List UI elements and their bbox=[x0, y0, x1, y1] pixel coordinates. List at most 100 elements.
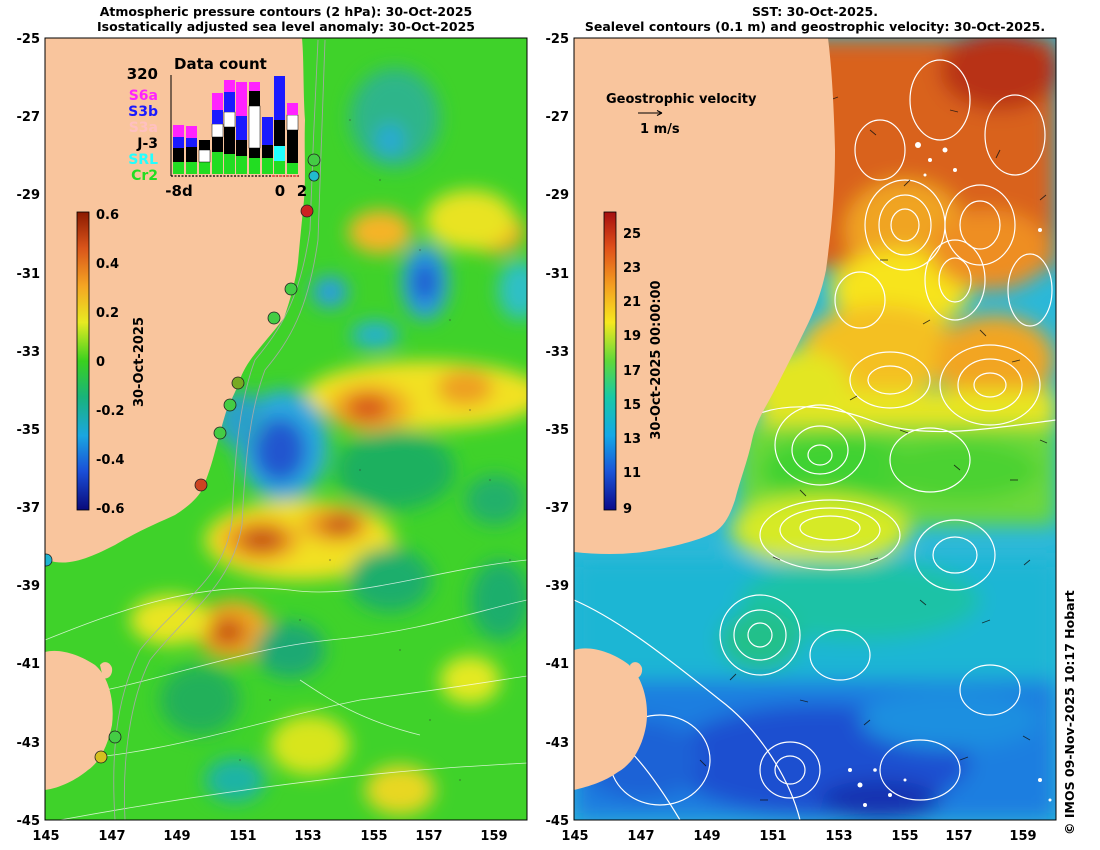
altimeter-track-dots bbox=[239, 119, 511, 781]
lat-tick: -43 bbox=[546, 736, 570, 751]
sla-colorbar-tick: 0 bbox=[96, 355, 105, 370]
mission-label-srl: SRL bbox=[128, 152, 158, 168]
right-panel-title: SST: 30-Oct-2025. Sealevel contours (0.1… bbox=[574, 4, 1056, 34]
lon-tick: 153 bbox=[825, 829, 852, 844]
sst-colorbar-tick: 11 bbox=[623, 466, 641, 481]
left-lat-axis: -25 -27 -29 -31 -33 -35 -37 -39 -41 -43 … bbox=[17, 32, 41, 829]
lat-tick: -45 bbox=[546, 814, 570, 829]
lat-tick: -31 bbox=[546, 267, 570, 282]
lon-tick: 149 bbox=[163, 829, 190, 844]
sla-colorbar-label: 30-Oct-2025 bbox=[132, 317, 147, 407]
sst-colorbar-tick: 15 bbox=[623, 398, 641, 413]
sst-colorbar: 25 23 21 19 17 15 13 11 9 30-Oct-2025 00… bbox=[603, 211, 664, 517]
lat-tick: -41 bbox=[546, 657, 570, 672]
lat-tick: -29 bbox=[546, 188, 570, 203]
sla-colorbar-tick: 0.4 bbox=[96, 257, 119, 272]
lat-tick: -33 bbox=[546, 345, 570, 360]
sst-colorbar-tick: 21 bbox=[623, 295, 641, 310]
lat-tick: -31 bbox=[17, 267, 41, 282]
imos-credit: © IMOS 09-Nov-2025 10:17 Hobart bbox=[1062, 590, 1077, 835]
lon-tick: 155 bbox=[891, 829, 918, 844]
right-title-line1: SST: 30-Oct-2025. bbox=[752, 4, 878, 19]
velocity-legend-title: Geostrophic velocity bbox=[606, 92, 757, 107]
lon-tick: 151 bbox=[229, 829, 256, 844]
right-lon-axis: 145 147 149 151 153 155 157 159 bbox=[561, 829, 1036, 844]
lon-tick: 159 bbox=[480, 829, 507, 844]
sla-colorbar-tick: -0.4 bbox=[96, 453, 124, 468]
australia-mainland-sst bbox=[574, 38, 835, 555]
lon-tick: 147 bbox=[627, 829, 654, 844]
sla-colorbar-tick: -0.6 bbox=[96, 502, 124, 517]
data-count-title: Data count bbox=[174, 55, 267, 73]
lat-tick: -41 bbox=[17, 657, 41, 672]
tide-gauge-markers bbox=[45, 153, 321, 764]
sst-colorbar-tick: 17 bbox=[623, 364, 641, 379]
data-count-inset: Data count 320 S6a S3b S3a J-3 SRL Cr2 -… bbox=[127, 55, 308, 200]
lat-tick: -35 bbox=[17, 423, 41, 438]
sst-colorbar-tick: 19 bbox=[623, 329, 641, 344]
lat-tick: -39 bbox=[546, 579, 570, 594]
sla-colorbar-gradient bbox=[76, 211, 90, 511]
left-panel-title: Atmospheric pressure contours (2 hPa): 3… bbox=[45, 4, 527, 34]
sst-colorbar-tick: 23 bbox=[623, 261, 641, 276]
geostrophic-velocity-arrows bbox=[699, 96, 1048, 801]
left-map-frame bbox=[44, 37, 528, 821]
lon-tick: 145 bbox=[561, 829, 588, 844]
right-map bbox=[574, 38, 1056, 820]
sst-colorbar-tick: 13 bbox=[623, 432, 641, 447]
lat-tick: -33 bbox=[17, 345, 41, 360]
mission-label-s3b: S3b bbox=[128, 104, 158, 120]
lon-tick: 159 bbox=[1009, 829, 1036, 844]
lat-tick: -43 bbox=[17, 736, 41, 751]
right-title-line2: Sealevel contours (0.1 m) and geostrophi… bbox=[584, 19, 1046, 34]
data-count-max: 320 bbox=[127, 65, 158, 83]
sla-anomaly-field bbox=[130, 68, 527, 815]
sla-colorbar: 0.6 0.4 0.2 0 -0.2 -0.4 -0.6 30-Oct-2025 bbox=[76, 208, 147, 517]
flinders-island-sst bbox=[630, 662, 643, 679]
lat-tick: -37 bbox=[546, 501, 570, 516]
lat-tick: -27 bbox=[546, 110, 570, 125]
lat-tick: -39 bbox=[17, 579, 41, 594]
bathymetry-lines bbox=[113, 39, 326, 820]
cloud-mask bbox=[848, 142, 1052, 807]
lat-tick: -25 bbox=[546, 32, 570, 47]
left-lon-axis: 145 147 149 151 153 155 157 159 bbox=[32, 829, 507, 844]
lon-tick: 157 bbox=[415, 829, 442, 844]
sst-colorbar-label: 30-Oct-2025 00:00:00 bbox=[649, 280, 664, 439]
mission-label-j3: J-3 bbox=[136, 136, 158, 152]
lon-tick: 153 bbox=[294, 829, 321, 844]
lat-tick: -25 bbox=[17, 32, 41, 47]
right-map-frame bbox=[573, 37, 1057, 821]
left-title-line1: Atmospheric pressure contours (2 hPa): 3… bbox=[99, 4, 473, 19]
sla-colorbar-tick: -0.2 bbox=[96, 404, 124, 419]
mission-label-s6a: S6a bbox=[129, 88, 158, 104]
left-map bbox=[45, 38, 527, 820]
mission-label-s3a: S3a bbox=[129, 120, 158, 136]
sst-colorbar-gradient bbox=[603, 211, 617, 511]
lat-tick: -37 bbox=[17, 501, 41, 516]
lat-tick: -45 bbox=[17, 814, 41, 829]
velocity-legend: Geostrophic velocity 1 m/s bbox=[606, 92, 757, 137]
sst-colorbar-tick: 9 bbox=[623, 502, 632, 517]
sla-colorbar-tick: 0.2 bbox=[96, 306, 119, 321]
data-count-x-zero: 0 bbox=[275, 182, 285, 200]
data-count-bars bbox=[173, 76, 299, 174]
sla-colorbar-tick: 0.6 bbox=[96, 208, 119, 223]
tasmania-sst bbox=[574, 648, 648, 790]
right-lat-axis: -25 -27 -29 -31 -33 -35 -37 -39 -41 -43 … bbox=[546, 32, 570, 829]
lon-tick: 151 bbox=[759, 829, 786, 844]
lon-tick: 147 bbox=[98, 829, 125, 844]
data-count-x-left: -8d bbox=[165, 182, 192, 200]
flinders-island bbox=[100, 662, 113, 679]
lat-tick: -27 bbox=[17, 110, 41, 125]
left-title-line2: Isostatically adjusted sea level anomaly… bbox=[97, 19, 475, 34]
mission-label-cr2: Cr2 bbox=[131, 168, 158, 184]
lat-tick: -29 bbox=[17, 188, 41, 203]
lat-tick: -35 bbox=[546, 423, 570, 438]
data-count-x-right: 2 bbox=[297, 182, 307, 200]
lon-tick: 145 bbox=[32, 829, 59, 844]
lon-tick: 149 bbox=[693, 829, 720, 844]
velocity-legend-scale: 1 m/s bbox=[640, 122, 680, 137]
lon-tick: 157 bbox=[945, 829, 972, 844]
